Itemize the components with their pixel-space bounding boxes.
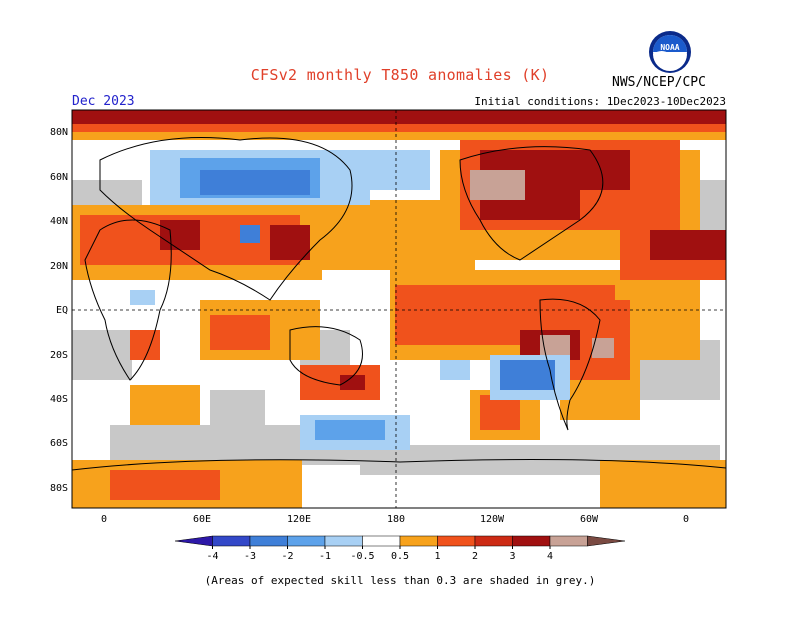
map-frame (71, 109, 727, 509)
lat-label: 60N (50, 172, 68, 183)
legend-swatch (399, 535, 438, 547)
legend-tick-label: -0.5 (350, 551, 374, 562)
legend-tick-label: 1 (434, 551, 440, 562)
agency-label: NWS/NCEP/CPC (612, 75, 706, 90)
lon-label: 120E (287, 514, 311, 525)
legend-swatch (474, 535, 513, 547)
map-title: CFSv2 monthly T850 anomalies (K) (250, 66, 550, 84)
legend-tick-label: -4 (206, 551, 218, 562)
legend-tick-label: -2 (281, 551, 293, 562)
graticule (72, 110, 726, 508)
legend-swatch (549, 535, 588, 547)
lat-label: 60S (50, 438, 68, 449)
latitude-labels: 80N 60N 40N 20N EQ 20S 40S 60S 80S (50, 127, 68, 494)
lon-label: 60W (580, 514, 599, 525)
longitude-labels: 0 60E 120E 180 120W 60W 0 (101, 514, 689, 525)
anomaly-3-4 (470, 170, 614, 358)
initial-conditions: Initial conditions: 1Dec2023-10Dec2023 (474, 95, 726, 108)
low-skill-regions (72, 110, 726, 475)
lat-label: 20S (50, 350, 68, 361)
lon-label: 60E (193, 514, 211, 525)
noaa-logo-icon: NOAA (649, 31, 691, 73)
lon-label: 0 (101, 514, 107, 525)
valid-month: Dec 2023 (72, 94, 135, 109)
lat-label: 80S (50, 483, 68, 494)
legend-swatch (512, 535, 551, 547)
lat-label: EQ (56, 305, 68, 316)
legend-tick-label: 4 (547, 551, 553, 562)
anomaly-field (72, 110, 726, 508)
lon-label: 120W (480, 514, 505, 525)
legend-swatch (362, 535, 401, 547)
lon-label: 180 (387, 514, 405, 525)
legend-swatch (587, 535, 626, 547)
noaa-logo-text: NOAA (660, 43, 679, 52)
legend-swatch (324, 535, 363, 547)
legend-swatch (174, 535, 213, 547)
skill-footnote: (Areas of expected skill less than 0.3 a… (204, 574, 596, 587)
anomaly-negative (130, 150, 570, 450)
legend-tick-label: -1 (319, 551, 331, 562)
legend-tick-label: 0.5 (391, 551, 409, 562)
legend-tick-label: 2 (472, 551, 478, 562)
legend-swatch (212, 535, 251, 547)
legend-tick-label: 3 (509, 551, 515, 562)
legend-tick-label: -3 (244, 551, 256, 562)
legend-swatch (249, 535, 288, 547)
lat-label: 40S (50, 394, 68, 405)
lat-label: 20N (50, 261, 68, 272)
legend-swatch (437, 535, 476, 547)
lon-label: 0 (683, 514, 689, 525)
legend-swatch (287, 535, 326, 547)
lat-label: 80N (50, 127, 68, 138)
color-legend: -4 -3 -2 -1 -0.5 0.5 1 2 3 4 (174, 535, 626, 562)
coastlines (72, 137, 726, 471)
lat-label: 40N (50, 216, 68, 227)
